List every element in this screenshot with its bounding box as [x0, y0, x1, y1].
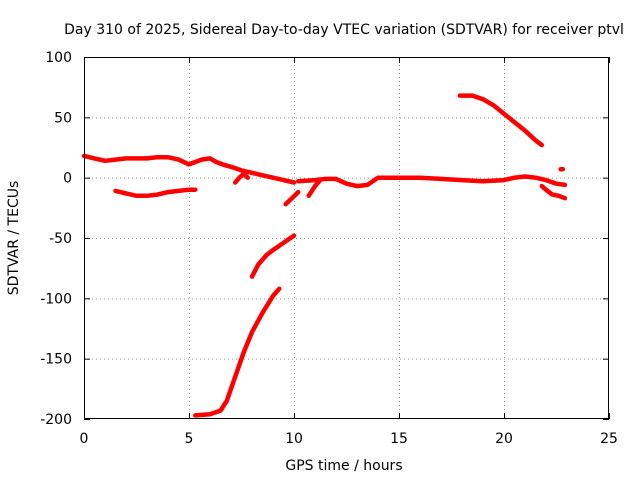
series-arc-mid: [295, 174, 568, 189]
series-arc-deep: [193, 286, 282, 418]
y-axis-label: SDTVAR / TECUs: [6, 181, 22, 296]
series-arc-low-left: [113, 187, 198, 199]
y-tick-label: -100: [40, 291, 72, 307]
series-arc-main: [81, 153, 297, 185]
x-tick-label: 0: [80, 431, 89, 447]
y-tick-label: 50: [54, 110, 72, 126]
series-arc-tail: [539, 183, 568, 201]
x-tick: 10: [285, 57, 303, 447]
x-tick: 20: [495, 57, 513, 447]
x-tick-label: 25: [600, 431, 618, 447]
plot-frame: [84, 57, 609, 419]
y-tick-label: -200: [40, 412, 72, 428]
y-tick-label: 0: [63, 171, 72, 187]
series-arc-high: [457, 93, 545, 148]
x-tick: 25: [600, 57, 618, 447]
y-tick: -150: [40, 352, 609, 368]
y-axis: -200 -150 -100 -50 0 50 100: [40, 50, 609, 428]
y-tick: 0: [63, 171, 609, 187]
grid: [84, 57, 609, 419]
series-layer: [81, 93, 568, 418]
series-arc-recover: [249, 233, 297, 279]
x-tick-label: 5: [185, 431, 194, 447]
y-tick: 100: [45, 50, 609, 66]
series-arc-short-a: [283, 189, 301, 207]
x-axis-label: GPS time / hours: [285, 458, 402, 474]
x-tick: 5: [185, 57, 194, 447]
y-tick: 50: [54, 110, 609, 126]
y-tick-label: -50: [49, 231, 72, 247]
y-tick: -100: [40, 291, 609, 307]
series-arc-dip: [232, 171, 251, 185]
x-tick-label: 10: [285, 431, 303, 447]
x-axis: 0 5 10 15 20 25: [80, 57, 618, 447]
x-tick: 15: [390, 57, 408, 447]
y-tick-label: -150: [40, 352, 72, 368]
series-arc-short-b: [306, 179, 322, 199]
x-tick-label: 15: [390, 431, 408, 447]
y-tick-label: 100: [45, 50, 72, 66]
chart-title: Day 310 of 2025, Sidereal Day-to-day VTE…: [64, 22, 624, 38]
y-tick: -200: [40, 412, 609, 428]
x-tick-label: 20: [495, 431, 513, 447]
y-tick: -50: [49, 231, 609, 247]
